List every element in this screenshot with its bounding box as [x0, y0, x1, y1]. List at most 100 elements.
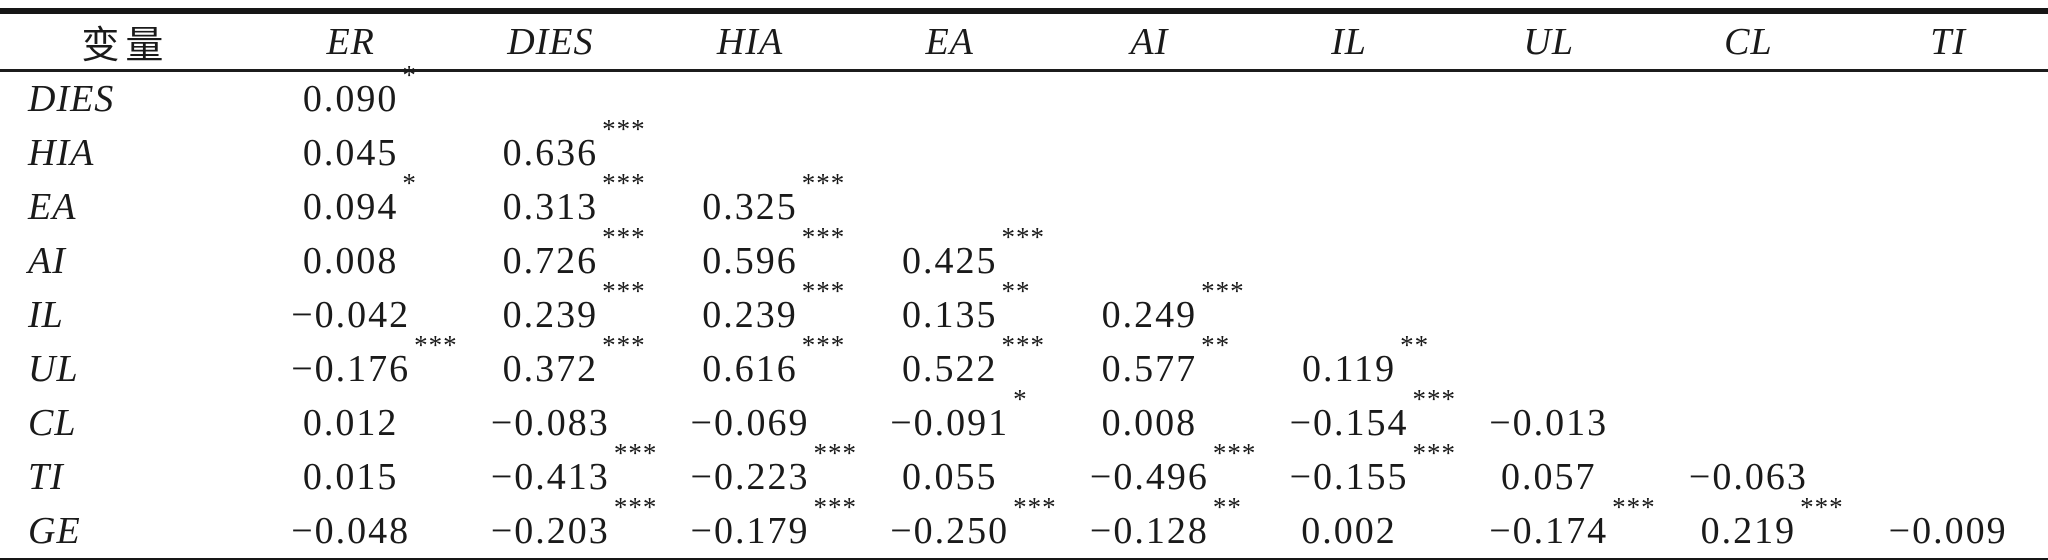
correlation-value: −0.013: [1489, 402, 1609, 444]
correlation-value: −0.083: [490, 402, 610, 444]
correlation-value: 0.726 ***: [502, 222, 646, 283]
corr-cell: [1050, 180, 1250, 234]
significance-stars: **: [1001, 276, 1031, 306]
corr-cell: −0.223 ***: [650, 440, 856, 504]
correlation-value: −0.174 ***: [1489, 492, 1656, 553]
corr-cell: 0.425 ***: [850, 224, 1050, 288]
correlation-value: −0.091 *: [890, 384, 1028, 445]
corr-cell: −0.413 ***: [451, 440, 656, 504]
corr-cell: [1649, 234, 1849, 288]
correlation-value: −0.042: [291, 294, 411, 336]
significance-stars: ***: [1412, 438, 1456, 468]
correlation-value: 0.249 ***: [1101, 276, 1245, 337]
corr-cell: 0.616 ***: [650, 332, 850, 396]
correlation-value: 0.008: [1101, 402, 1198, 444]
corr-cell: [1649, 71, 1849, 127]
significance-stars: ***: [613, 492, 658, 522]
corr-cell: [1649, 180, 1849, 234]
correlation-value: 0.372 ***: [502, 330, 646, 391]
corr-cell: 0.055: [850, 450, 1050, 504]
corr-cell: [1848, 234, 2048, 288]
corr-cell: −0.154 ***: [1249, 386, 1455, 450]
row-label: EA: [28, 186, 77, 228]
corr-cell: [1848, 450, 2048, 504]
corr-cell: [1649, 396, 1849, 450]
header-cl: CL: [1648, 11, 1849, 72]
significance-stars: ***: [1001, 222, 1045, 252]
significance-stars: ***: [801, 330, 846, 360]
corr-cell: 0.596 ***: [650, 222, 850, 288]
row-label: TI: [28, 456, 64, 498]
header-ea: EA: [849, 11, 1050, 72]
corr-cell: [1449, 126, 1649, 180]
corr-cell: −0.496 ***: [1050, 440, 1255, 504]
corr-cell: [1848, 126, 2048, 180]
corr-cell: 0.249 ***: [1050, 276, 1250, 342]
table-body: DIES 0.090 * HIA 0.045 0.636 *** EA 0.094 * 0.313 *…: [0, 62, 2048, 560]
table-row-cl: CL 0.012 −0.083 −0.069 −0.091 * 0.008 −0.154 ***…: [0, 384, 2048, 450]
correlation-value: 0.636 ***: [502, 114, 646, 175]
correlation-value: 0.057: [1500, 456, 1597, 498]
table-row-ea: EA 0.094 * 0.313 *** 0.325 ***: [0, 168, 2048, 234]
significance-stars: **: [1212, 492, 1242, 522]
header-ul: UL: [1448, 11, 1649, 72]
corr-cell: [850, 71, 1050, 127]
corr-cell: [1848, 180, 2048, 234]
corr-cell: 0.002: [1249, 504, 1449, 560]
correlation-value: −0.250 ***: [890, 492, 1057, 553]
corr-cell: [850, 126, 1050, 180]
correlation-value: 0.012: [302, 402, 399, 444]
corr-cell: 0.015: [251, 450, 451, 504]
correlation-value: 0.577 **: [1101, 330, 1231, 391]
corr-cell: −0.250 ***: [850, 492, 1057, 560]
correlation-value: 0.002: [1301, 510, 1397, 552]
table-row-ul: UL −0.176 *** 0.372 *** 0.616 *** 0.522 *** 0.577…: [0, 330, 2048, 396]
correlation-value: −0.009: [1888, 510, 2008, 552]
header-hia: HIA: [650, 11, 850, 72]
corr-cell: 0.119 **: [1249, 332, 1449, 396]
significance-stars: **: [1201, 330, 1231, 360]
correlation-value: 0.313 ***: [502, 168, 646, 229]
corr-cell: 0.577 **: [1050, 330, 1250, 396]
corr-cell: 0.636 ***: [451, 114, 651, 180]
correlation-value: 0.522 ***: [901, 330, 1045, 391]
corr-cell: −0.176 ***: [251, 332, 456, 396]
corr-cell: [1249, 180, 1449, 234]
significance-stars: ***: [1612, 492, 1656, 522]
corr-cell: [1848, 288, 2048, 342]
header-il: IL: [1249, 11, 1449, 72]
corr-cell: −0.048: [251, 504, 451, 560]
corr-cell: [1249, 126, 1449, 180]
correlation-value: 0.045: [302, 132, 399, 174]
significance-stars: ***: [801, 168, 846, 198]
significance-stars: *: [1013, 384, 1028, 414]
significance-stars: ***: [1201, 276, 1245, 306]
significance-stars: ***: [1800, 492, 1844, 522]
correlation-table: 变量 ER DIES HIA EA AI IL UL CL TI DIES 0.090 * HIA 0.0…: [0, 8, 2048, 560]
significance-stars: ***: [602, 276, 646, 306]
corr-cell: 0.135 **: [850, 276, 1050, 342]
corr-cell: −0.128 **: [1050, 494, 1250, 560]
table-row-il: IL −0.042 0.239 *** 0.239 *** 0.135 ** 0.249 ***: [0, 276, 2048, 342]
corr-cell: −0.091 *: [850, 384, 1050, 450]
significance-stars: ***: [602, 330, 646, 360]
corr-cell: [1649, 126, 1849, 180]
correlation-value: 0.135 **: [901, 276, 1031, 337]
significance-stars: ***: [602, 114, 646, 144]
table-header-row: 变量 ER DIES HIA EA AI IL UL CL TI: [0, 11, 2048, 72]
significance-stars: ***: [1001, 330, 1045, 360]
significance-stars: ***: [602, 168, 646, 198]
significance-stars: **: [1400, 330, 1430, 360]
correlation-value: −0.048: [291, 510, 411, 552]
corr-cell: 0.325 ***: [650, 170, 850, 234]
row-label: AI: [28, 240, 66, 282]
correlation-value: −0.179 ***: [690, 492, 857, 553]
correlation-value: −0.203 ***: [490, 492, 658, 553]
header-ai: AI: [1049, 11, 1250, 72]
corr-cell: [1249, 234, 1449, 288]
significance-stars: ***: [813, 438, 857, 468]
corr-cell: 0.045: [251, 126, 451, 180]
correlation-value: 0.596 ***: [702, 222, 846, 283]
corr-cell: [1449, 71, 1649, 127]
corr-cell: −0.083: [451, 396, 651, 450]
